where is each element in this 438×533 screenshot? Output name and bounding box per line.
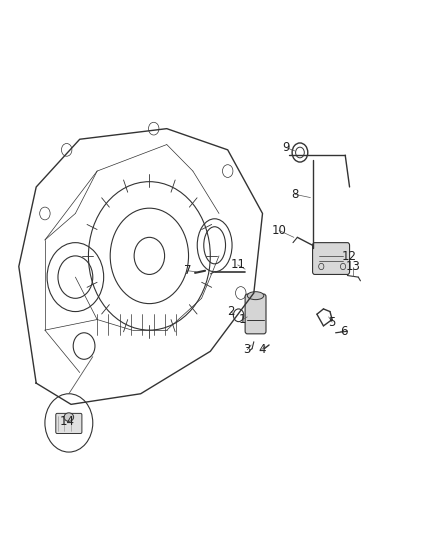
Text: 4: 4 (258, 343, 265, 356)
Text: 11: 11 (230, 259, 245, 271)
Text: 13: 13 (346, 260, 360, 273)
Text: 2: 2 (227, 305, 235, 318)
FancyBboxPatch shape (313, 243, 350, 274)
Text: 12: 12 (341, 251, 356, 263)
Text: 14: 14 (60, 415, 75, 429)
Text: 10: 10 (272, 224, 286, 237)
FancyBboxPatch shape (56, 414, 82, 433)
Text: 6: 6 (341, 325, 348, 338)
Text: 3: 3 (244, 343, 251, 356)
Text: 7: 7 (184, 264, 191, 277)
Text: 1: 1 (239, 313, 246, 326)
Ellipse shape (64, 413, 74, 421)
Text: 9: 9 (283, 141, 290, 154)
Text: 8: 8 (291, 188, 299, 201)
FancyBboxPatch shape (245, 294, 266, 334)
Ellipse shape (247, 292, 264, 300)
Text: 5: 5 (328, 316, 336, 329)
